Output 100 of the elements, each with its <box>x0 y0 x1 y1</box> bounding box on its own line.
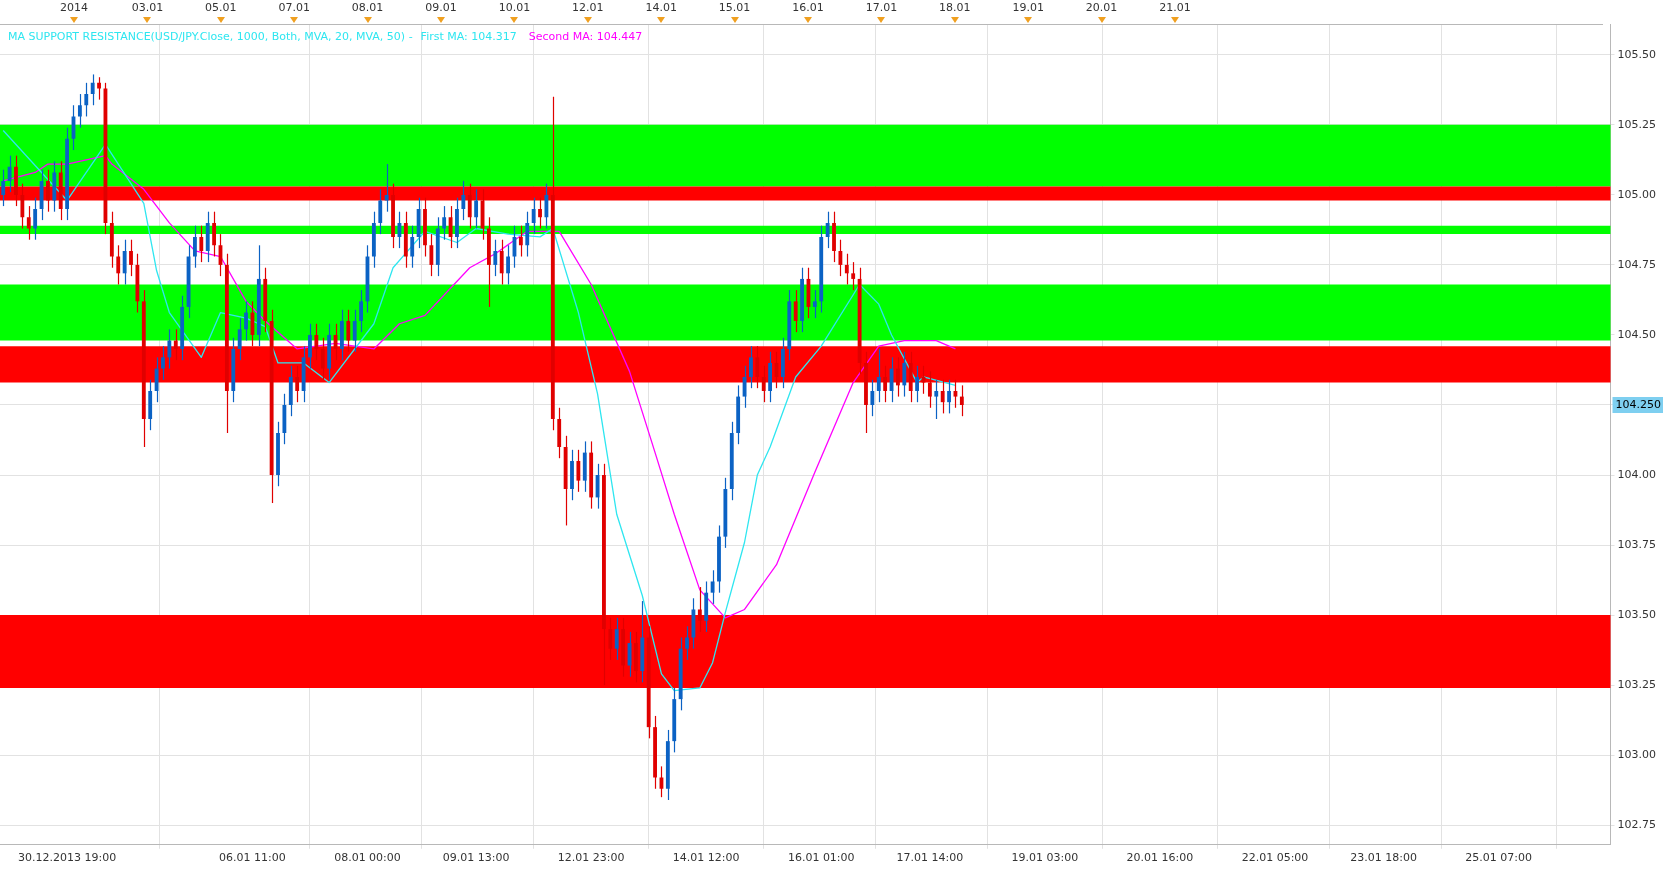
candlestick <box>320 337 325 381</box>
text: 10.01 <box>498 1 531 14</box>
x-tick-label: 16.01 01:00 <box>787 851 855 865</box>
y-tick-label: 102.75 <box>1617 818 1657 832</box>
candlestick <box>896 356 900 398</box>
y-tick-label: 103.25 <box>1617 677 1657 691</box>
candlestick <box>761 365 766 403</box>
candlestick <box>173 328 178 361</box>
x-tick-label: 14.01 12:00 <box>672 851 740 865</box>
candlestick <box>410 225 415 269</box>
text: 07.01 <box>278 1 310 14</box>
candlestick <box>902 351 907 398</box>
text: 17.01 <box>865 1 898 14</box>
candlestick <box>7 155 12 193</box>
candlestick <box>295 365 300 403</box>
x-tick-label: 08.01 00:00 <box>334 851 401 865</box>
candlestick <box>959 384 964 417</box>
candlestick <box>576 449 581 493</box>
x-tick-label: 22.01 05:00 <box>1241 851 1309 865</box>
candlestick <box>77 93 82 129</box>
text: 03.01 <box>131 1 164 14</box>
y-tick-label: 105.00 <box>1617 187 1657 201</box>
candlestick <box>493 239 498 277</box>
candlestick <box>870 379 875 417</box>
candlestick <box>710 569 715 605</box>
y-tick-label: 103.00 <box>1617 748 1657 762</box>
candlestick <box>531 197 536 235</box>
candlestick <box>442 205 447 241</box>
text: 05.01 <box>205 1 237 14</box>
text: 21.01 <box>1159 1 1191 14</box>
text: MA SUPPORT RESISTANCE(USD/JPY.Close, 1000, Both, MVA, 20, MVA, 50) - <box>8 29 413 43</box>
text: 20.01 <box>1085 1 1118 14</box>
y-tick-label: 105.50 <box>1617 47 1657 61</box>
candlestick <box>518 225 523 258</box>
x-tick-label: 17.01 14:00 <box>896 851 964 865</box>
candlestick <box>934 379 939 420</box>
candlestick <box>429 233 434 277</box>
candlestick <box>467 183 472 230</box>
text: 08.01 <box>351 1 384 14</box>
text: Second MA: 104.447 <box>528 29 643 43</box>
candlestick <box>122 239 127 286</box>
candlestick <box>308 323 312 370</box>
candlestick <box>84 82 89 118</box>
x-tick-label: 09.01 13:00 <box>442 851 510 865</box>
text: 16.01 <box>792 1 824 14</box>
candlestick <box>46 169 50 213</box>
x-tick-label: 20.01 16:00 <box>1126 851 1194 865</box>
y-tick-label: 104.00 <box>1617 467 1657 481</box>
candlestick <box>838 239 843 277</box>
x-tick-label: 19.01 03:00 <box>1011 851 1079 865</box>
text: 09.01 <box>425 1 457 14</box>
y-tick-label: 103.75 <box>1617 537 1657 551</box>
text: 14.01 <box>645 1 677 14</box>
text: First MA: 104.317 <box>420 29 517 43</box>
x-tick-label: 12.01 23:00 <box>557 851 625 865</box>
candlestick <box>237 317 242 361</box>
candlestick <box>812 289 817 319</box>
candlestick <box>793 289 798 333</box>
text: 15.01 <box>718 1 751 14</box>
candlestick <box>538 197 542 230</box>
candlestick <box>749 345 753 389</box>
candlestick <box>927 370 932 409</box>
candlestick <box>1 169 6 207</box>
x-tick-label: 23.01 18:00 <box>1350 851 1417 865</box>
text: 12.01 <box>572 1 604 14</box>
candlestick <box>883 365 888 403</box>
candlestick <box>129 239 133 277</box>
candlestick <box>378 188 383 235</box>
candlestick <box>33 197 38 241</box>
candlestick <box>525 211 530 258</box>
candlestick <box>474 188 479 230</box>
text: 18.01 <box>939 1 971 14</box>
candlestick <box>193 225 197 269</box>
candlestick <box>499 239 504 286</box>
candlestick <box>844 253 849 286</box>
candlestick <box>825 211 830 249</box>
candlestick <box>697 586 702 633</box>
candlestick <box>384 163 389 213</box>
candlestick <box>167 328 172 370</box>
x-tick-label: 30.12.2013 19:00 <box>18 851 117 865</box>
candlestick <box>947 379 951 414</box>
candlestick <box>212 211 217 258</box>
candlestick <box>199 225 204 263</box>
y-tick-label: 103.50 <box>1617 607 1657 621</box>
x-tick-label: 25.01 07:00 <box>1465 851 1533 865</box>
candlestick <box>26 205 31 241</box>
candlestick <box>461 180 466 221</box>
text: 104.250 <box>1615 397 1662 411</box>
text: 2014 <box>60 1 88 14</box>
candlestick <box>116 244 121 286</box>
candlestick <box>359 289 363 333</box>
candlestick <box>876 348 881 403</box>
y-tick-label: 105.25 <box>1617 117 1657 131</box>
candlestick <box>940 379 945 414</box>
y-tick-label: 104.50 <box>1617 327 1657 341</box>
candlestick <box>244 300 248 342</box>
candlestick <box>97 76 101 101</box>
candlestick <box>614 617 619 661</box>
candlestick <box>851 261 856 291</box>
candlestick <box>20 183 25 230</box>
